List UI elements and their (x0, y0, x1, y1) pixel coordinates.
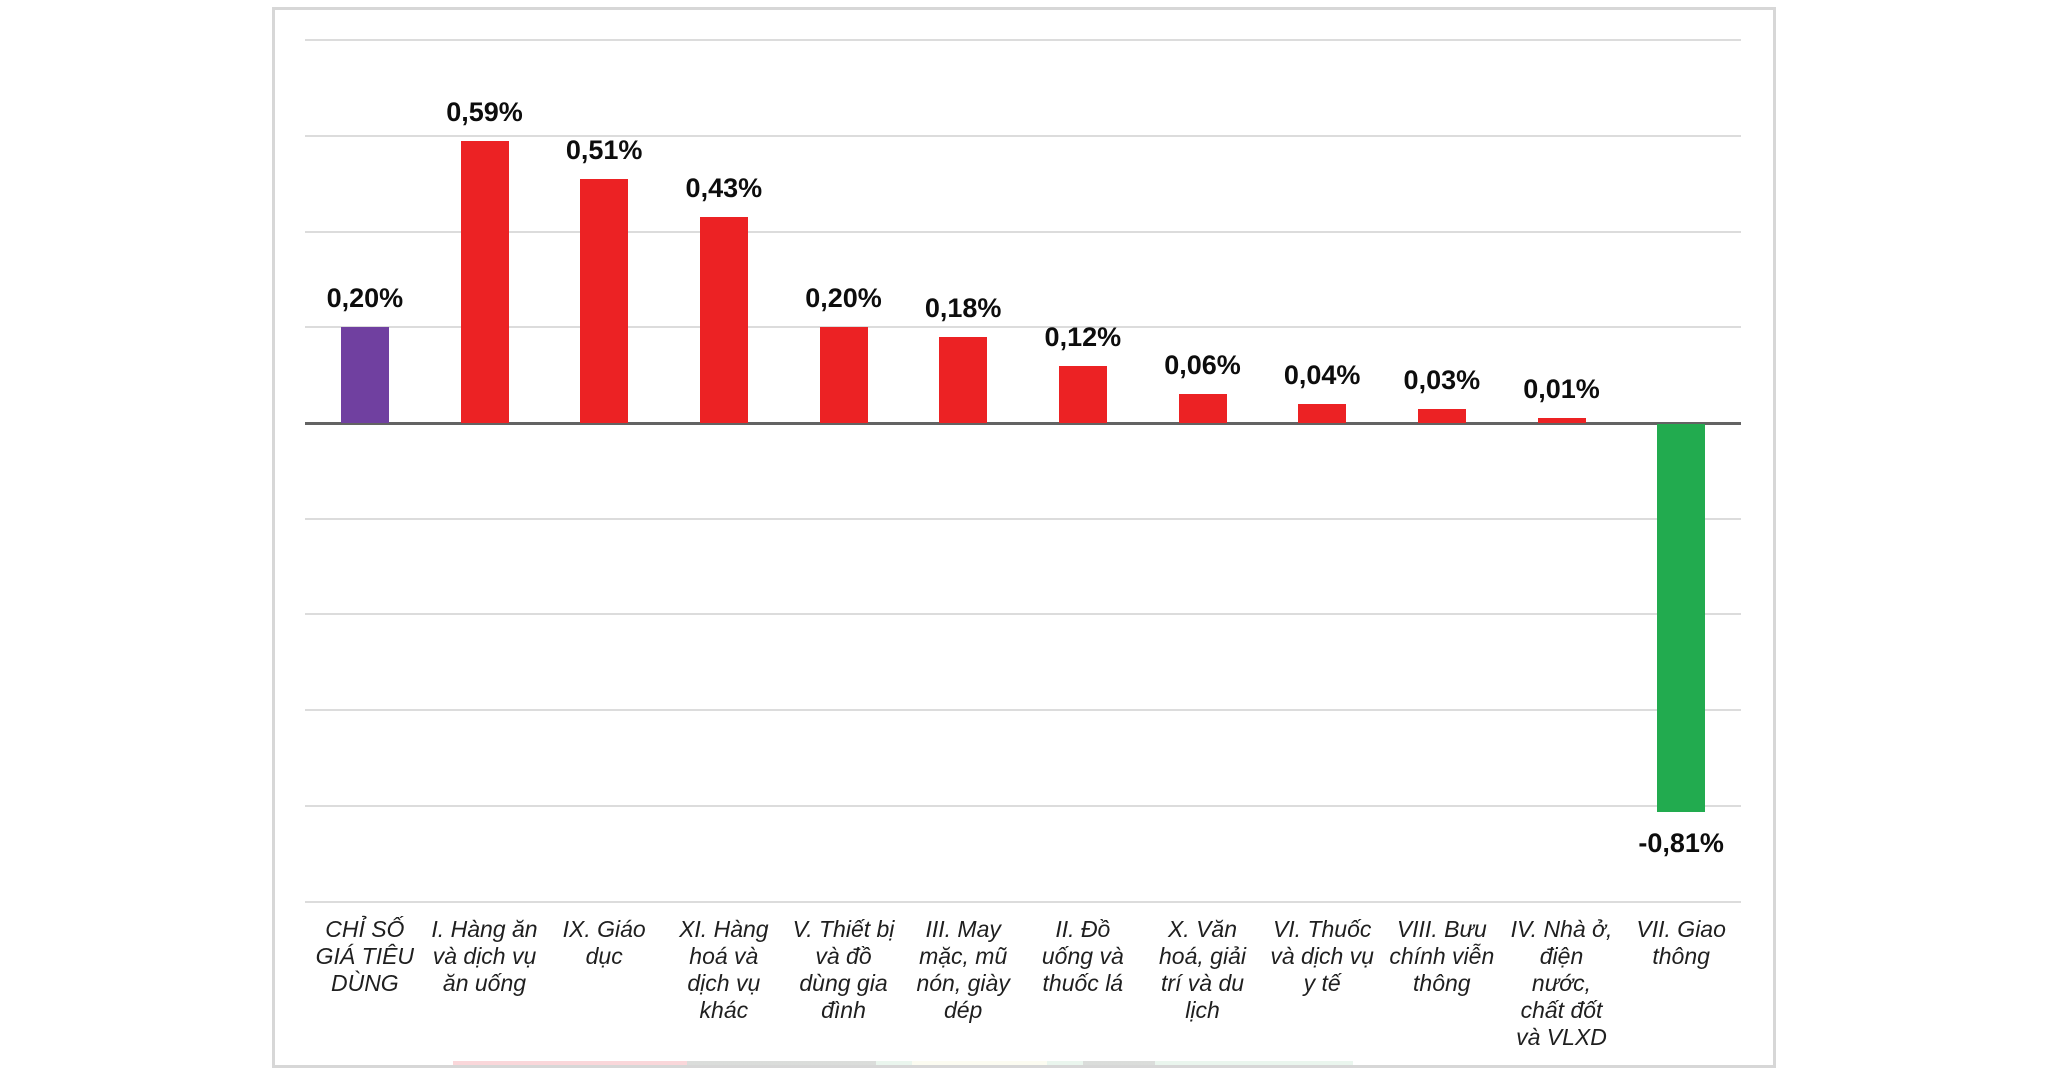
value-label: -0,81% (1638, 827, 1724, 858)
gridline (305, 134, 1741, 137)
bar-category-4 (819, 327, 868, 423)
category-label: XI. Hàng hoá và dịch vụ khác (679, 916, 769, 1023)
value-label: 0,03% (1403, 364, 1481, 395)
gridline (305, 517, 1741, 520)
category-label: VI. Thuốc và dịch vụ y tế (1270, 916, 1374, 996)
gridline (305, 39, 1741, 42)
bar-category-5 (939, 336, 988, 423)
bar-category-2 (580, 178, 629, 423)
value-label: 0,01% (1523, 374, 1600, 405)
bar-category-7 (1178, 394, 1227, 423)
gridline (305, 326, 1741, 329)
bar-category-9 (1417, 408, 1466, 423)
plot-area: 0,20% CHỈ SỐ GIÁ TIÊU DÙNG 0,59% I. Hàng ăn… (305, 0, 1741, 1080)
value-label: 0,04% (1283, 359, 1361, 390)
category-label: CHỈ SỐ GIÁ TIÊU DÙNG (315, 916, 415, 996)
bar-category-6 (1058, 365, 1107, 423)
gridline (305, 804, 1741, 807)
bar-category-10 (1537, 418, 1586, 423)
value-label: 0,51% (565, 134, 643, 165)
zero-axis-line (305, 422, 1741, 425)
gridline (305, 709, 1741, 712)
category-label: VII. Giao thông (1636, 916, 1726, 969)
value-label: 0,12% (1044, 321, 1122, 352)
category-label: V. Thiết bị và đồ dùng gia đình (792, 916, 895, 1023)
category-label: II. Đồ uống và thuốc lá (1041, 916, 1124, 996)
chart-frame (272, 7, 1776, 1068)
value-label: 0,06% (1164, 350, 1241, 381)
bottom-border-artifact (453, 1061, 1353, 1065)
bar-category-3 (699, 217, 748, 423)
category-label: III. May mặc, mũ nón, giày dép (916, 916, 1010, 1023)
value-label: 0,18% (924, 292, 1002, 323)
value-label: 0,59% (446, 96, 523, 127)
category-label: IV. Nhà ở, điện nước, chất đốt và VLXD (1510, 916, 1613, 1050)
value-label: 0,43% (685, 173, 763, 204)
gridline (305, 613, 1741, 616)
bar-category-11 (1657, 424, 1706, 812)
category-label: I. Hàng ăn và dịch vụ ăn uống (431, 916, 538, 996)
bar-category-1 (460, 140, 509, 423)
bar-category-8 (1298, 403, 1347, 423)
category-label: IX. Giáo dục (562, 916, 646, 969)
gridline (305, 900, 1741, 903)
category-label: X. Văn hoá, giải trí và du lịch (1159, 916, 1246, 1023)
category-label: VIII. Bưu chính viễn thông (1389, 916, 1495, 996)
bar-cpi (340, 327, 389, 423)
value-label: 0,20% (805, 283, 882, 314)
value-label: 0,20% (326, 283, 404, 314)
gridline (305, 230, 1741, 233)
